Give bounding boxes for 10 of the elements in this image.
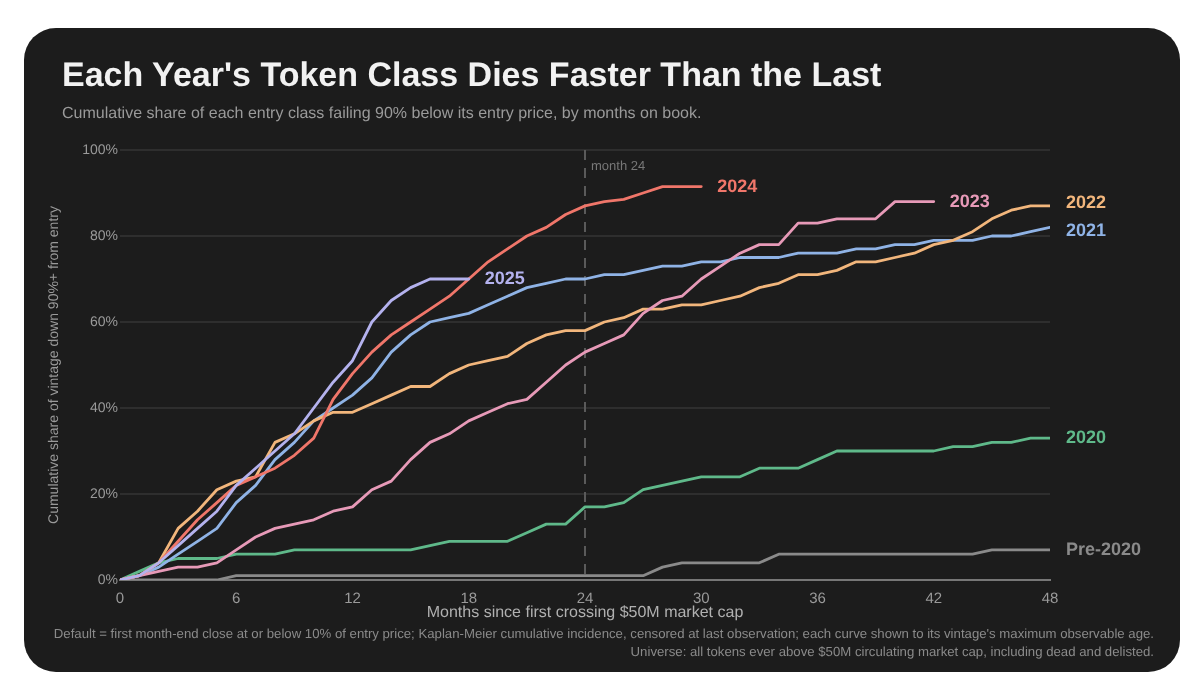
x-axis-title: Months since first crossing $50M market cap bbox=[426, 602, 745, 621]
series-label: 2023 bbox=[949, 190, 990, 211]
series-label: 2020 bbox=[1066, 427, 1107, 448]
series-label: 2025 bbox=[484, 267, 525, 288]
series-label: 2022 bbox=[1066, 191, 1107, 212]
series-label: 2021 bbox=[1066, 219, 1107, 240]
series-label: Pre-2020 bbox=[1066, 538, 1142, 559]
chart-subtitle: Cumulative share of each entry class failing 90% below its entry price, by months on book. bbox=[62, 104, 702, 122]
series-label: 2024 bbox=[717, 175, 758, 196]
chart-title: Each Year's Token Class Dies Faster Than the Last bbox=[62, 56, 882, 96]
